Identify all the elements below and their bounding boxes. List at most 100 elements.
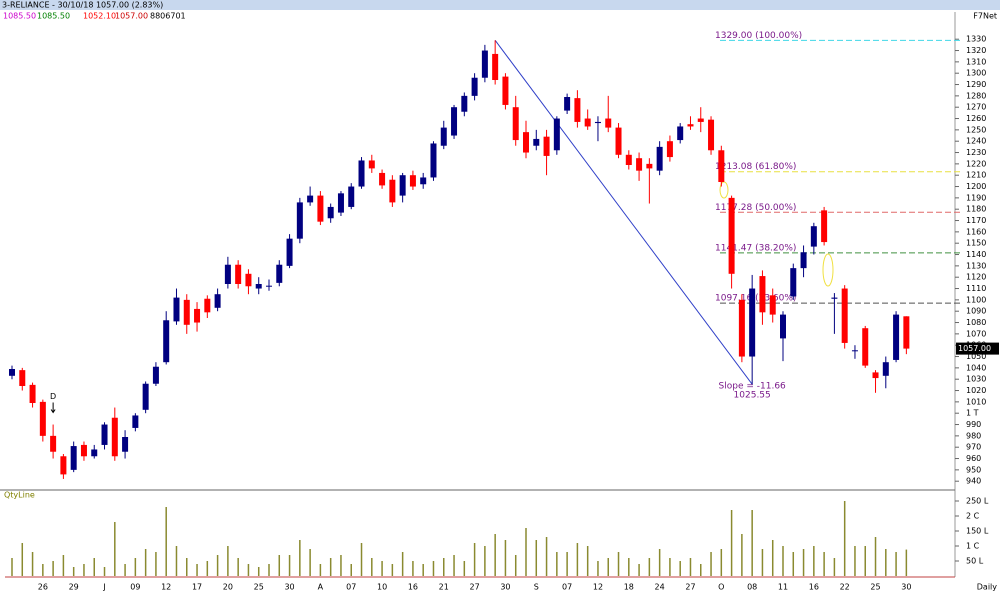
volume-bar	[299, 540, 301, 576]
y-tick-label: 1020	[966, 386, 986, 395]
candle-body	[389, 179, 396, 203]
volume-bar	[257, 567, 260, 576]
candle-body	[317, 195, 324, 222]
volume-bar	[854, 546, 856, 576]
y-tick-label: 1260	[966, 114, 986, 123]
volume-bar	[72, 567, 75, 576]
x-tick-label: 12	[593, 583, 603, 592]
candle-body	[183, 299, 190, 325]
candle-body	[194, 308, 201, 323]
candle-body	[666, 141, 673, 158]
header-value: 1052.10	[83, 12, 116, 21]
volume-bar	[741, 534, 743, 576]
candle-body	[430, 143, 437, 178]
fib-label: 1177.28 (50.00%)	[715, 203, 796, 213]
candle-body	[327, 206, 334, 219]
x-tick-label: 30	[284, 583, 294, 592]
volume-bar	[843, 501, 846, 576]
y-tick-label: 1120	[966, 273, 986, 282]
candle-body	[399, 175, 406, 196]
x-tick-label: 08	[747, 583, 757, 592]
fib-label: 1141.47 (38.20%)	[715, 243, 796, 253]
y-tick-label: 1150	[966, 239, 986, 248]
x-tick-label: 07	[562, 583, 572, 592]
volume-bar	[628, 558, 630, 576]
volume-bar	[679, 561, 681, 576]
y-tick-label: 1130	[966, 261, 986, 270]
candle-body	[749, 288, 756, 357]
y-tick-label: 970	[966, 443, 981, 452]
y-tick-label: 1320	[966, 46, 986, 55]
x-tick-label: 12	[161, 583, 171, 592]
header-volume: 8806701	[150, 12, 186, 21]
candle-body	[152, 366, 159, 384]
slope-label: Slope = -11.66	[719, 382, 787, 392]
y-tick-label: 1160	[966, 227, 986, 236]
volume-bar	[103, 567, 106, 576]
y-tick-label: 940	[966, 477, 981, 486]
candle-body	[523, 132, 529, 153]
x-tick-label: 25	[254, 583, 264, 592]
volume-bar	[586, 546, 589, 576]
volume-bar	[443, 558, 445, 576]
candle-body	[224, 264, 231, 284]
candle-body	[214, 294, 221, 308]
y-tick-label: 1170	[966, 216, 986, 225]
candle-body	[790, 268, 797, 297]
y-tick-label: 1280	[966, 91, 986, 100]
volume-tick-label: 150 L	[966, 527, 989, 536]
volume-bar	[504, 540, 507, 576]
candle-body	[368, 160, 375, 169]
volume-bar	[52, 561, 54, 576]
candle-body	[337, 193, 344, 213]
volume-bar	[617, 552, 620, 576]
volume-bar	[144, 549, 147, 576]
volume-bar	[216, 555, 219, 576]
volume-bar	[658, 549, 661, 576]
volume-bar	[62, 555, 65, 576]
candle-body	[50, 435, 57, 452]
volume-bar	[329, 558, 332, 576]
trend-end-label: 1025.55	[734, 391, 771, 401]
volume-bar	[576, 543, 579, 576]
y-tick-label: 1200	[966, 182, 986, 191]
candle-body	[39, 401, 46, 436]
fib-label: 1329.00 (100.00%)	[715, 31, 802, 41]
volume-bar	[607, 558, 609, 576]
x-tick-label: 10	[377, 583, 387, 592]
volume-bar	[350, 564, 352, 576]
volume-bar	[689, 558, 692, 576]
candle-body	[80, 444, 87, 457]
x-tick-label: 17	[192, 583, 202, 592]
volume-bar	[792, 552, 795, 576]
candle-body	[821, 210, 828, 243]
candle-body	[502, 76, 509, 105]
y-tick-label: 1050	[966, 352, 986, 361]
volume-bar	[556, 552, 558, 576]
y-tick-label: 1210	[966, 171, 986, 180]
x-tick-label: 07	[346, 583, 356, 592]
y-tick-label: 1030	[966, 375, 986, 384]
candle-body	[19, 370, 26, 386]
x-tick-label: 27	[685, 583, 695, 592]
y-tick-label: 990	[966, 420, 981, 429]
candle-body	[440, 127, 447, 146]
volume-bar	[11, 558, 13, 576]
y-tick-label: 1330	[966, 35, 986, 44]
y-tick-label: 1310	[966, 57, 986, 66]
volume-bar	[206, 561, 209, 576]
trendline	[494, 40, 753, 385]
volume-bar	[381, 561, 383, 576]
candle-body	[893, 314, 900, 360]
y-tick-label: 1040	[966, 363, 986, 372]
y-tick-label: 1 T	[966, 409, 979, 418]
volume-bar	[114, 522, 116, 576]
candle-body	[512, 107, 519, 141]
volume-bar	[412, 561, 414, 576]
volume-bar	[268, 564, 270, 576]
candle-body	[728, 197, 735, 274]
y-tick-label: 1250	[966, 125, 986, 134]
volume-bar	[247, 564, 250, 576]
x-tick-label: J	[102, 583, 105, 592]
candle-body	[101, 424, 108, 445]
